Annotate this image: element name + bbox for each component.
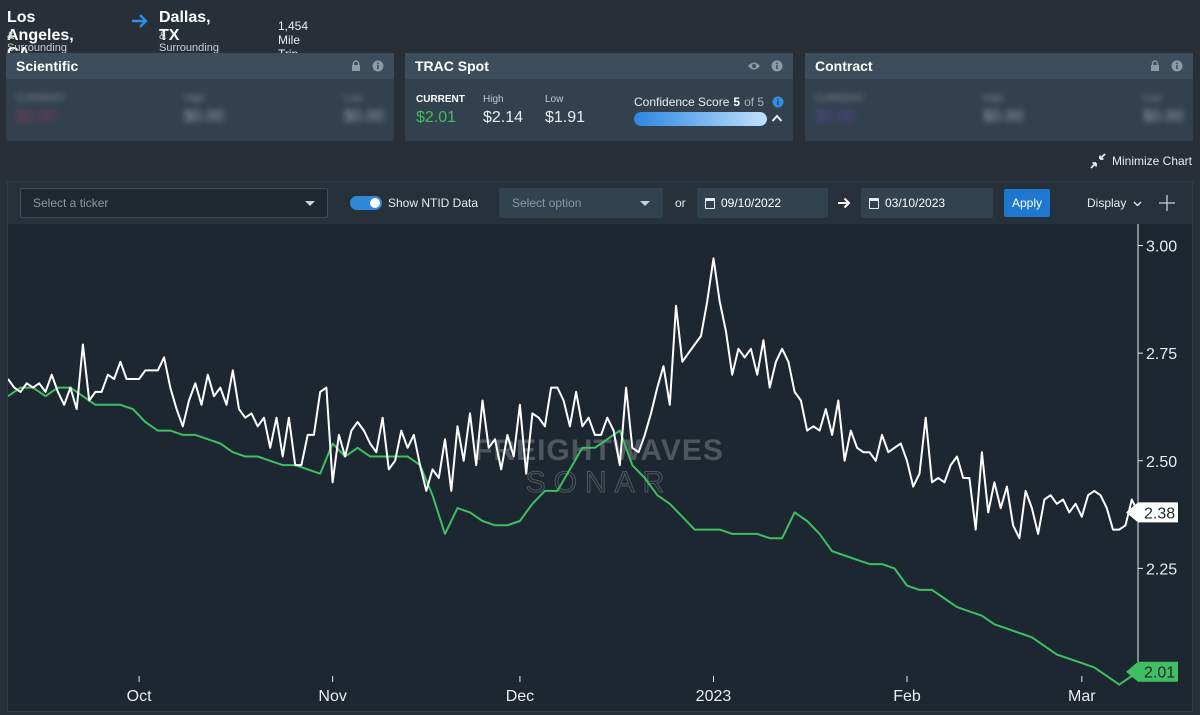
last-value-label-green: 2.01 [1126,661,1178,682]
minimize-icon [1090,153,1106,169]
minimize-chart-button[interactable]: Minimize Chart [1090,153,1192,169]
arrow-right-icon [838,197,851,209]
trac-high: High $2.14 [483,94,524,126]
svg-text:2.01: 2.01 [1144,665,1175,682]
svg-text:2.38: 2.38 [1144,505,1175,522]
ticker-placeholder: Select a ticker [33,196,109,210]
line-chart[interactable]: FREIGHTWAVES SONAR 2.252.502.753.00 Oct N… [8,224,1194,713]
contract-current: CURRENT $0.00 [815,93,864,125]
x-axis: Oct Nov Dec 2023 Feb Mar [127,676,1096,705]
x-tick-label: Oct [127,688,152,705]
apply-button[interactable]: Apply [1004,189,1050,217]
contract-low: Low $0.00 [1143,93,1184,125]
x-tick-label: 2023 [696,688,732,705]
series-group [8,257,1139,686]
contract-title: Contract [815,58,873,74]
lock-icon[interactable] [1149,60,1161,72]
eye-icon[interactable] [747,60,761,72]
confidence-bar [634,112,767,126]
y-tick-label: 2.75 [1146,346,1177,363]
x-tick-label: Mar [1068,688,1096,705]
confidence-bar-fill [634,112,767,126]
ntid-toggle[interactable] [350,196,382,210]
lock-icon[interactable] [350,60,362,72]
x-tick-label: Feb [893,688,921,705]
contract-high: High $0.00 [983,93,1024,125]
scientific-panel: Scientific CURRENT $0.00 High $0.00 Low … [6,53,394,141]
chevron-down-icon [640,200,650,206]
display-dropdown[interactable]: Display [1087,196,1142,210]
chart-toolbar: Select a ticker Show NTID Data Select op… [8,182,1192,224]
trac-title: TRAC Spot [415,58,489,74]
arrow-right-icon [132,14,148,28]
calendar-icon [869,197,879,209]
chevron-down-icon [305,200,315,206]
ntid-label: Show NTID Data [388,196,479,210]
series-line-white [8,257,1139,540]
option-select[interactable]: Select option [499,188,663,218]
end-date-value: 03/10/2023 [885,196,946,210]
destination-city: Dallas, TX [159,9,211,44]
last-value-labels: 2.38 2.01 [1126,502,1178,682]
series-line-green [8,386,1139,686]
scientific-current: CURRENT $0.00 [16,93,65,125]
or-label: or [675,196,686,210]
info-icon[interactable] [771,60,783,72]
y-tick-label: 2.25 [1146,561,1177,578]
contract-panel: Contract CURRENT $0.00 High $0.00 Low $0… [805,53,1193,141]
scientific-low: Low $0.00 [344,93,385,125]
crosshair-icon[interactable] [1154,190,1180,216]
x-tick-label: Dec [506,688,534,705]
trac-low: Low $1.91 [545,94,586,126]
display-label: Display [1087,196,1127,210]
trac-spot-panel: TRAC Spot CURRENT $2.01 High $2.14 Low $… [405,53,793,141]
start-date-value: 09/10/2022 [721,196,782,210]
chart-container: Select a ticker Show NTID Data Select op… [7,181,1193,712]
watermark-line2: SONAR [526,466,673,499]
y-tick-label: 2.50 [1146,454,1177,471]
ticker-select[interactable]: Select a ticker [20,188,328,218]
end-date-input[interactable]: 03/10/2023 [861,188,993,218]
info-icon[interactable] [772,96,784,108]
chevron-down-icon [1133,201,1142,207]
y-tick-label: 3.00 [1146,239,1177,256]
minimize-chart-label: Minimize Chart [1111,154,1192,168]
start-date-input[interactable]: 09/10/2022 [697,188,828,218]
scientific-high: High $0.00 [184,93,225,125]
y-axis: 2.25 2.50 2.75 3.00 [1138,239,1177,578]
x-tick-label: Nov [318,688,346,705]
trac-current: CURRENT $2.01 [416,94,465,126]
chevron-up-icon[interactable] [771,113,783,123]
option-placeholder: Select option [512,196,582,210]
info-icon[interactable] [372,60,384,72]
info-icon[interactable] [1171,60,1183,72]
calendar-icon [705,197,715,209]
scientific-title: Scientific [16,58,79,74]
last-value-label-white: 2.38 [1126,502,1178,523]
confidence-score: Confidence Score 5 of 5 [634,95,784,109]
